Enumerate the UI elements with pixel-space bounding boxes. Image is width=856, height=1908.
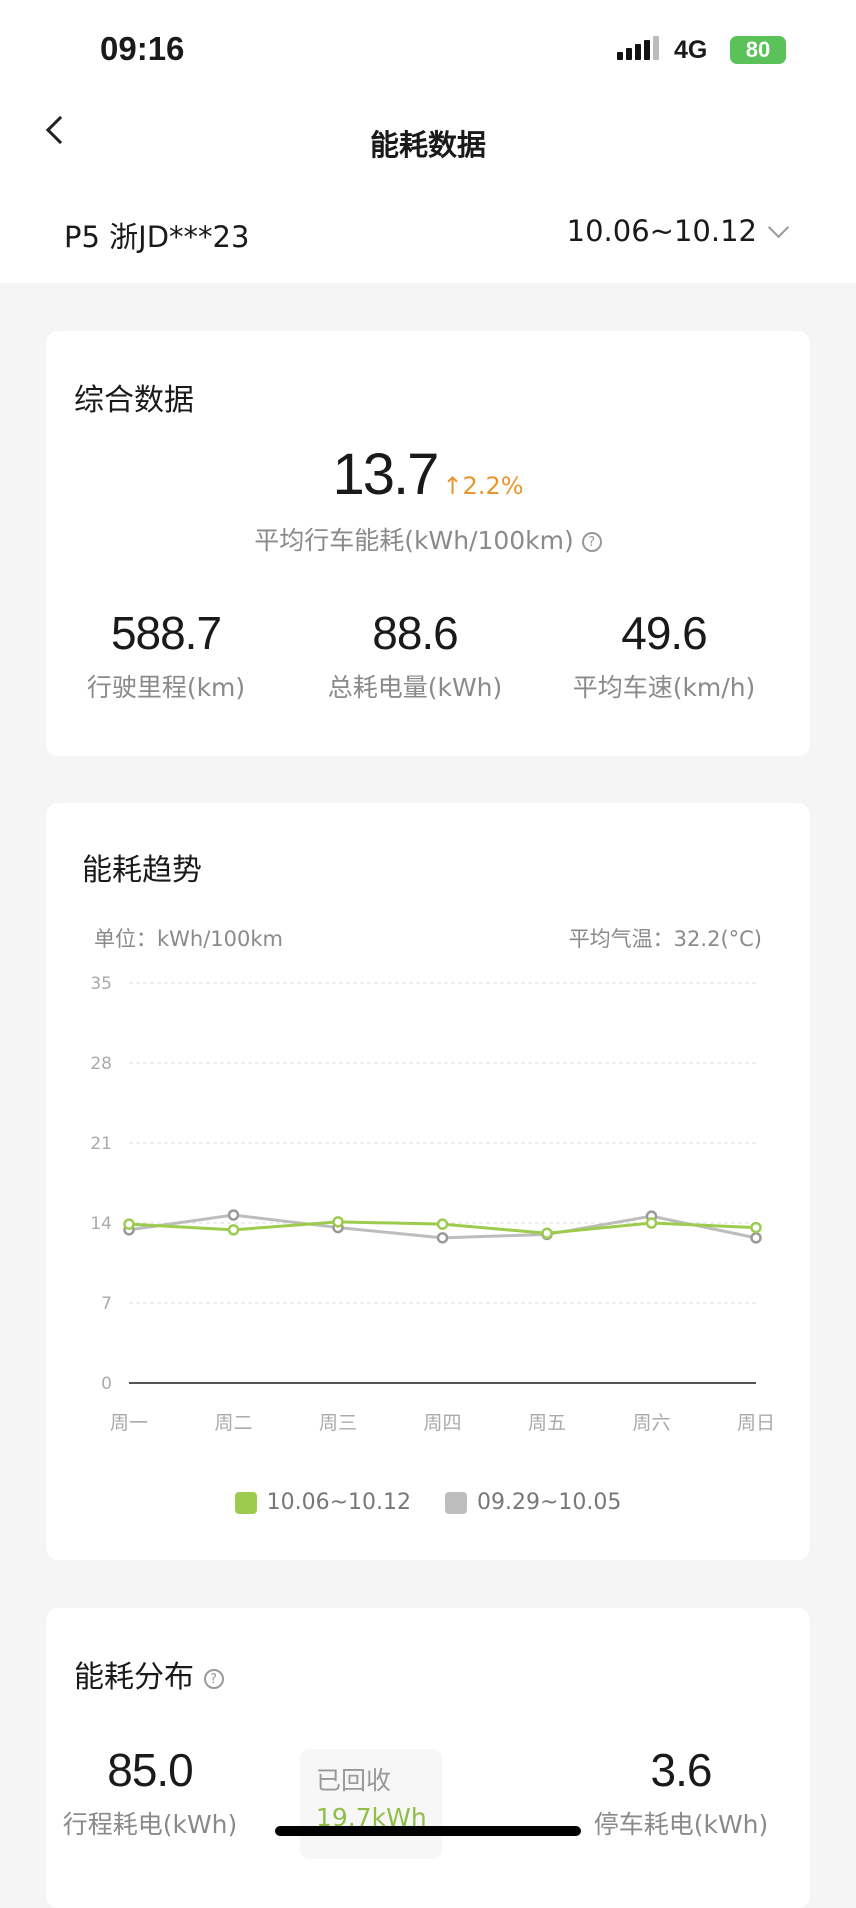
distribution-card: 能耗分布 ? 85.0 行程耗电(kWh) 已回收 19.7kWh 3.6 停车耗电… [46,1608,810,1908]
data-point [123,1218,135,1230]
trend-chart: 0 7 14 21 28 35 周一 周二 周三 周四 周五 周六 周日 [90,974,775,1434]
data-point [750,1232,762,1244]
avg-consumption: 13.7 [332,442,439,507]
stat-value: 88.6 [372,607,459,659]
avg-label: 平均行车能耗(kWh/100km) [254,526,574,555]
y-tick-label: 28 [90,1054,112,1074]
vehicle-label: P5 浙JD***23 [64,220,250,254]
legend-item[interactable]: 10.06~10.12 [234,1490,411,1515]
stat-label: 行驶里程(km) [86,673,246,702]
distribution-title: 能耗分布 ? [74,1652,224,1696]
change-value: 2.2% [462,472,524,500]
data-point [332,1216,344,1228]
trend-card: 能耗趋势 单位：kWh/100km 平均气温：32.2(°C) [46,803,810,1560]
avg-label-row: 平均行车能耗(kWh/100km) ? [46,521,810,557]
summary-card: 综合数据 13.7 ↑2.2% 平均行车能耗(kWh/100km) ? 588.… [46,331,810,756]
data-point [750,1221,762,1234]
x-tick-label: 周日 [737,1412,775,1434]
chart-legend: 10.06~10.12 09.29~10.05 [0,1490,856,1515]
battery-icon: 80 [730,36,786,64]
stat-label: 停车耗电(kWh) [593,1810,769,1839]
legend-swatch [445,1492,467,1514]
page-title: 能耗数据 [369,128,486,162]
x-tick-label: 周二 [214,1412,252,1434]
signal-icon [617,36,659,60]
y-tick-label: 14 [90,1214,112,1234]
avg-temp: 平均气温：32.2(°C) [568,927,762,951]
help-icon[interactable]: ? [581,532,602,552]
data-point [436,1232,449,1244]
legend-swatch [234,1492,257,1514]
status-time: 09:16 [100,30,185,67]
x-tick-label: 周四 [423,1412,461,1434]
stat-label: 平均车速(km/h) [572,673,756,702]
y-tick-label: 0 [101,1374,112,1394]
trend-title: 能耗趋势 [82,853,202,888]
unit-label: 单位：kWh/100km [94,927,284,951]
header-area [0,0,856,283]
y-tick-label: 35 [90,974,112,994]
date-range: 10.06~10.12 [566,214,757,248]
parking-consumption: 3.6 停车耗电(kWh) [581,1743,781,1841]
legend-item[interactable]: 09.29~10.05 [445,1490,621,1515]
x-tick-label: 周一 [110,1412,148,1434]
distribution-title-text: 能耗分布 [74,1660,194,1695]
date-range-selector[interactable]: 10.06~10.12 [566,214,790,248]
stat-distance: 588.7 行驶里程(km) [46,606,286,704]
help-icon[interactable]: ? [203,1668,224,1689]
stat-value: 588.7 [110,607,222,659]
stat-label: 总耗电量(kWh) [327,673,503,702]
trip-consumption: 85.0 行程耗电(kWh) [50,1743,250,1841]
stat-value: 85.0 [107,1744,194,1796]
recovered-label: 已回收 [316,1766,392,1795]
legend-label: 09.29~10.05 [477,1490,622,1515]
y-tick-label: 7 [101,1294,112,1314]
x-tick-label: 周六 [632,1412,670,1434]
change-indicator: ↑2.2% [442,472,523,500]
stat-speed: 49.6 平均车速(km/h) [544,606,784,704]
recovered-tooltip: 已回收 19.7kWh [300,1749,442,1859]
stat-value: 3.6 [650,1744,713,1796]
x-tick-label: 周三 [319,1412,357,1434]
home-indicator[interactable] [275,1826,581,1836]
summary-title: 综合数据 [74,383,194,418]
network-type: 4G [674,36,708,64]
data-point [436,1218,449,1230]
data-point [227,1209,240,1221]
y-tick-label: 21 [90,1134,112,1154]
data-point [541,1227,553,1240]
arrow-up-icon: ↑ [442,472,463,500]
legend-label: 10.06~10.12 [266,1490,411,1515]
avg-block: 13.7 ↑2.2% [46,441,810,508]
data-point [227,1224,240,1236]
stat-value: 49.6 [621,607,708,659]
stat-energy: 88.6 总耗电量(kWh) [295,606,535,704]
x-tick-label: 周五 [528,1412,566,1434]
stat-label: 行程耗电(kWh) [62,1810,238,1839]
data-point [645,1217,658,1229]
